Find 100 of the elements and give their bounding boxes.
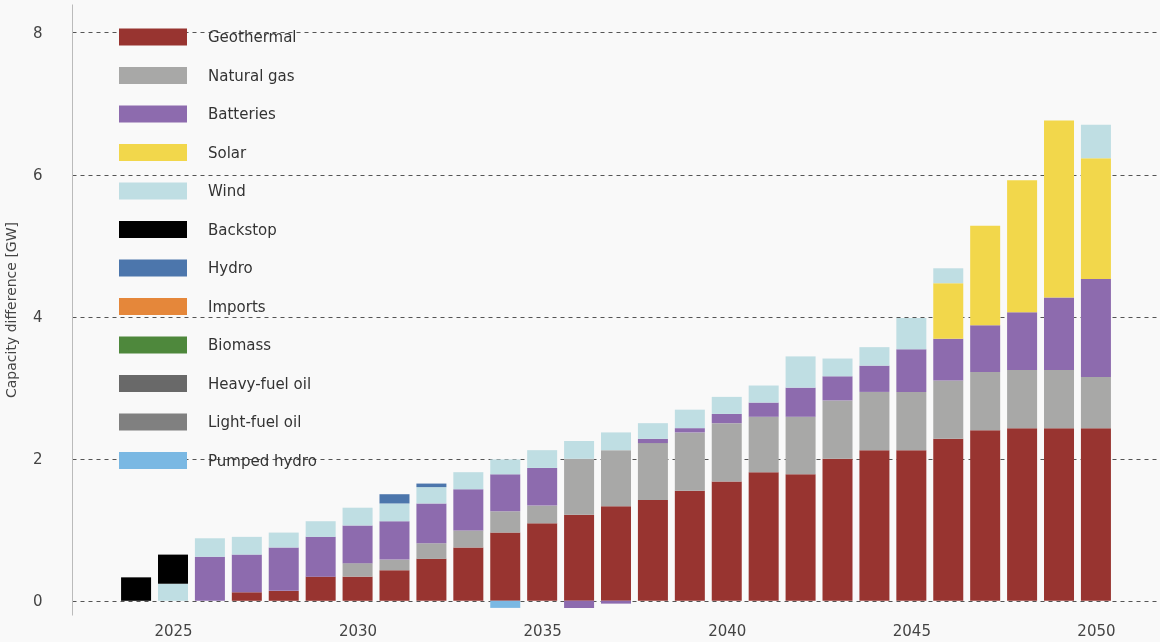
legend-label: Solar xyxy=(208,143,248,162)
bar xyxy=(674,432,705,491)
bar xyxy=(637,438,668,444)
bar xyxy=(785,356,816,388)
bar xyxy=(1080,278,1111,377)
y-tick-label: 4 xyxy=(32,308,43,327)
bar xyxy=(859,391,890,451)
bar xyxy=(674,490,705,601)
bar xyxy=(564,440,595,459)
bar xyxy=(637,499,668,601)
bar xyxy=(194,556,225,601)
bar xyxy=(785,474,816,601)
bar xyxy=(933,438,964,601)
bar xyxy=(416,487,447,504)
legend-label: Batteries xyxy=(208,105,277,123)
bar xyxy=(342,525,373,564)
bar xyxy=(748,402,779,417)
bar xyxy=(342,563,373,577)
bar xyxy=(453,530,484,548)
bar xyxy=(527,523,558,601)
bar xyxy=(342,507,373,526)
bar xyxy=(268,532,299,548)
bar xyxy=(601,506,631,601)
bar xyxy=(1080,158,1111,279)
bar xyxy=(933,338,964,381)
bar xyxy=(416,543,447,559)
bar xyxy=(601,600,631,604)
bar xyxy=(822,400,853,459)
bar xyxy=(564,600,595,608)
bar xyxy=(896,391,927,451)
bar xyxy=(453,547,484,601)
bar xyxy=(859,450,890,601)
bar xyxy=(748,472,779,601)
bar xyxy=(1044,428,1075,601)
bar xyxy=(268,590,299,601)
bar xyxy=(268,547,299,591)
bar xyxy=(896,349,927,392)
bar xyxy=(785,387,816,417)
bar xyxy=(637,423,668,439)
x-tick-label: 2025 xyxy=(154,621,193,640)
bar xyxy=(822,358,853,377)
y-tick-label: 0 xyxy=(32,592,43,611)
bar xyxy=(490,600,521,608)
legend-label: Backstop xyxy=(208,220,277,239)
bar xyxy=(416,558,447,601)
bar xyxy=(121,577,152,601)
y-tick-label: 6 xyxy=(32,166,43,185)
bar xyxy=(1080,376,1111,429)
bar xyxy=(305,521,336,537)
x-tick-label: 2035 xyxy=(523,621,562,640)
bar xyxy=(231,554,262,593)
bar xyxy=(748,385,779,403)
bar xyxy=(711,413,742,424)
bar xyxy=(564,458,595,515)
legend-label: Wind xyxy=(208,182,246,200)
bar xyxy=(970,430,1001,601)
bar xyxy=(970,372,1001,431)
bar xyxy=(379,559,410,571)
bar xyxy=(859,347,890,366)
bar xyxy=(822,458,853,601)
bar xyxy=(527,450,558,468)
bar xyxy=(711,481,742,601)
y-tick-label: 8 xyxy=(32,23,43,42)
bar xyxy=(453,472,484,490)
y-tick-label: 2 xyxy=(32,450,43,469)
bar xyxy=(933,268,964,284)
bar xyxy=(379,503,410,522)
bar xyxy=(933,380,964,439)
bar xyxy=(674,409,705,429)
bar xyxy=(785,416,816,475)
legend-label: Light-fuel oil xyxy=(208,413,302,431)
bar xyxy=(305,536,336,577)
bar xyxy=(416,503,447,544)
legend-label: Pumped hydro xyxy=(208,451,317,470)
legend-label: Geothermal xyxy=(208,28,297,46)
bar xyxy=(896,318,927,350)
bar xyxy=(896,450,927,601)
bar xyxy=(970,325,1001,373)
bar xyxy=(1044,120,1075,298)
bar xyxy=(453,489,484,531)
bar xyxy=(637,443,668,500)
bar xyxy=(1080,428,1111,601)
bar xyxy=(379,521,410,560)
bar xyxy=(711,423,742,482)
legend-label: Natural gas xyxy=(208,66,295,85)
legend-label: Hydro xyxy=(208,259,253,277)
bar xyxy=(1080,124,1111,159)
bar xyxy=(490,459,521,475)
bar xyxy=(1007,428,1038,601)
bar xyxy=(490,511,521,533)
bar xyxy=(379,494,410,504)
bar xyxy=(1007,312,1038,370)
bar xyxy=(601,450,631,507)
bar xyxy=(748,416,779,473)
bar xyxy=(822,376,853,401)
bar xyxy=(1044,297,1075,370)
bar xyxy=(674,428,705,433)
legend-label: Imports xyxy=(208,297,266,316)
bar xyxy=(1007,369,1038,429)
bar xyxy=(1044,369,1075,429)
